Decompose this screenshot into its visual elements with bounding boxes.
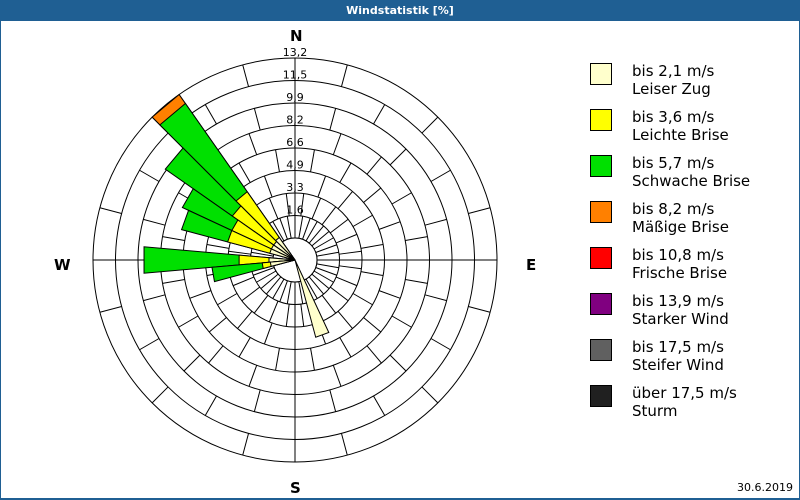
legend-label: Leichte Brise	[632, 126, 729, 144]
legend-item: bis 8,2 m/s Mäßige Brise	[590, 200, 790, 247]
legend-range: bis 13,9 m/s	[632, 292, 724, 310]
compass-west: W	[54, 256, 71, 274]
legend-item: bis 5,7 m/s Schwache Brise	[590, 154, 790, 201]
svg-text:11,5: 11,5	[283, 69, 308, 82]
legend-swatch	[590, 201, 612, 223]
svg-text:3,3: 3,3	[286, 181, 304, 194]
legend-range: bis 17,5 m/s	[632, 338, 724, 356]
legend-label: Starker Wind	[632, 310, 729, 328]
legend-item: bis 10,8 m/s Frische Brise	[590, 246, 790, 293]
legend-label: Steifer Wind	[632, 356, 724, 374]
legend-range: bis 10,8 m/s	[632, 246, 724, 264]
svg-text:9,9: 9,9	[286, 91, 304, 104]
legend-label: Schwache Brise	[632, 172, 751, 190]
legend-swatch	[590, 155, 612, 177]
legend-swatch	[590, 339, 612, 361]
legend-range: bis 3,6 m/s	[632, 108, 715, 126]
legend-item: bis 3,6 m/s Leichte Brise	[590, 108, 790, 155]
compass-south: S	[290, 479, 301, 497]
legend-label: Leiser Zug	[632, 80, 711, 98]
date-label: 30.6.2019	[737, 481, 793, 494]
legend-range: bis 5,7 m/s	[632, 154, 715, 172]
legend-range: bis 2,1 m/s	[632, 62, 715, 80]
legend-range: über 17,5 m/s	[632, 384, 737, 402]
legend-range: bis 8,2 m/s	[632, 200, 715, 218]
legend-label: Sturm	[632, 402, 678, 420]
legend-label: Mäßige Brise	[632, 218, 729, 236]
svg-text:1,6: 1,6	[286, 204, 304, 217]
legend-item: bis 17,5 m/s Steifer Wind	[590, 338, 790, 385]
legend-swatch	[590, 109, 612, 131]
legend-label: Frische Brise	[632, 264, 728, 282]
svg-text:6,6: 6,6	[286, 136, 304, 149]
legend-item: über 17,5 m/s Sturm	[590, 384, 790, 431]
legend-swatch	[590, 247, 612, 269]
legend-item: bis 13,9 m/s Starker Wind	[590, 292, 790, 339]
legend-swatch	[590, 63, 612, 85]
compass-east: E	[526, 256, 537, 274]
window-title: Windstatistik [%]	[0, 0, 800, 21]
chart-panel: 1,6 3,3 4,9 6,6 8,2 9,9 11,5 13,2 N E S W bis 2…	[1, 21, 799, 498]
legend-swatch	[590, 385, 612, 407]
svg-text:8,2: 8,2	[286, 114, 304, 127]
svg-text:4,9: 4,9	[286, 159, 304, 172]
wind-rose-chart: 1,6 3,3 4,9 6,6 8,2 9,9 11,5 13,2	[92, 46, 498, 463]
legend-swatch	[590, 293, 612, 315]
compass-north: N	[290, 27, 303, 45]
svg-text:13,2: 13,2	[283, 46, 308, 59]
legend-item: bis 2,1 m/s Leiser Zug	[590, 62, 790, 109]
